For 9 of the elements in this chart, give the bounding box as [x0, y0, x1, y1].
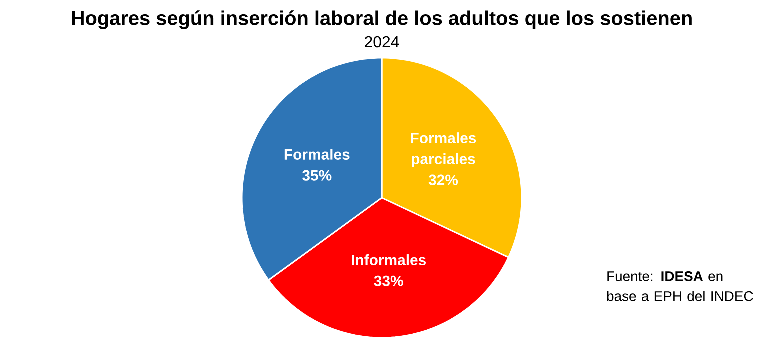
slice-label: Formales [284, 148, 350, 160]
chart-title: Hogares según inserción laboral de los adultos que los sostienen [72, 10, 692, 30]
slice-label: Informales [352, 254, 426, 266]
data-label: 32% [428, 174, 458, 186]
source-note: Fuente: IDESA en base a EPH del INDEC [607, 272, 754, 302]
data-label: 35% [302, 170, 332, 181]
chart-subtitle: 2024 [365, 36, 400, 48]
data-label: 33% [374, 276, 404, 286]
slice-label: Formales parciales [411, 132, 476, 168]
